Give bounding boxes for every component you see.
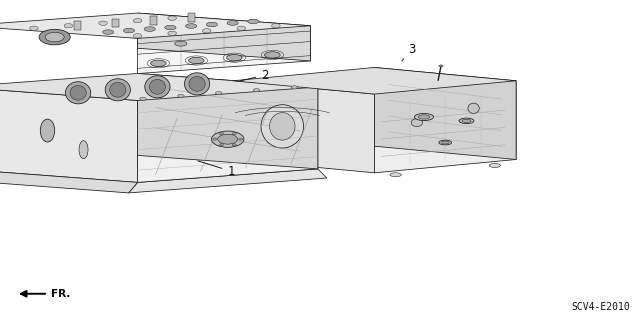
Ellipse shape (124, 28, 134, 33)
Ellipse shape (102, 30, 114, 34)
Ellipse shape (459, 118, 474, 124)
Circle shape (232, 132, 236, 135)
Polygon shape (0, 87, 138, 182)
Polygon shape (138, 74, 318, 169)
Bar (74, 21, 81, 30)
Circle shape (202, 28, 211, 33)
Polygon shape (233, 68, 516, 94)
Text: FR.: FR. (51, 289, 70, 299)
Ellipse shape (149, 79, 166, 94)
Polygon shape (129, 169, 327, 193)
Circle shape (64, 24, 73, 28)
Ellipse shape (468, 103, 479, 113)
Ellipse shape (145, 76, 170, 98)
Ellipse shape (415, 113, 433, 121)
Circle shape (29, 26, 38, 30)
Polygon shape (0, 13, 310, 38)
Ellipse shape (150, 60, 166, 67)
Text: 1: 1 (198, 161, 235, 178)
Circle shape (133, 19, 142, 23)
Circle shape (237, 26, 246, 30)
Circle shape (45, 32, 64, 42)
Ellipse shape (390, 173, 401, 177)
Polygon shape (138, 13, 310, 61)
Circle shape (271, 24, 280, 28)
Ellipse shape (105, 79, 131, 101)
Ellipse shape (227, 54, 242, 61)
Ellipse shape (175, 41, 187, 46)
Bar (188, 13, 195, 22)
Ellipse shape (40, 119, 54, 142)
Ellipse shape (248, 19, 259, 24)
Ellipse shape (439, 140, 452, 145)
Circle shape (178, 94, 184, 98)
Circle shape (99, 21, 108, 25)
Ellipse shape (165, 25, 176, 30)
Text: 2: 2 (239, 69, 269, 82)
Text: SCV4-E2010: SCV4-E2010 (572, 302, 630, 312)
Circle shape (219, 132, 223, 135)
Bar (112, 19, 118, 28)
Circle shape (140, 97, 147, 100)
Circle shape (253, 89, 260, 92)
Polygon shape (0, 74, 318, 100)
Circle shape (168, 16, 177, 20)
Ellipse shape (206, 22, 218, 27)
Ellipse shape (264, 52, 280, 58)
Ellipse shape (70, 85, 86, 100)
Circle shape (219, 144, 223, 146)
Ellipse shape (109, 83, 126, 97)
Polygon shape (138, 26, 310, 74)
Circle shape (439, 65, 443, 67)
Polygon shape (374, 81, 516, 173)
Circle shape (216, 92, 222, 95)
Ellipse shape (261, 105, 303, 148)
Ellipse shape (462, 119, 471, 123)
Circle shape (212, 138, 217, 140)
Polygon shape (0, 169, 138, 193)
Circle shape (211, 131, 244, 147)
Polygon shape (233, 81, 374, 173)
Ellipse shape (65, 82, 91, 104)
Circle shape (218, 134, 237, 144)
Ellipse shape (269, 113, 295, 140)
Ellipse shape (79, 141, 88, 159)
Circle shape (168, 31, 177, 36)
Ellipse shape (184, 73, 210, 95)
Ellipse shape (489, 164, 500, 167)
Circle shape (239, 138, 243, 140)
Ellipse shape (227, 21, 238, 25)
Ellipse shape (189, 76, 205, 91)
Ellipse shape (419, 115, 429, 119)
Ellipse shape (412, 119, 422, 127)
Circle shape (291, 86, 298, 89)
Ellipse shape (189, 57, 204, 64)
Bar (150, 16, 157, 25)
Polygon shape (374, 68, 516, 159)
Ellipse shape (186, 24, 196, 28)
Circle shape (232, 144, 236, 146)
Polygon shape (138, 87, 318, 182)
Circle shape (133, 34, 142, 38)
Circle shape (39, 29, 70, 45)
Ellipse shape (442, 141, 449, 144)
Text: 3: 3 (402, 43, 416, 61)
Ellipse shape (144, 27, 156, 31)
